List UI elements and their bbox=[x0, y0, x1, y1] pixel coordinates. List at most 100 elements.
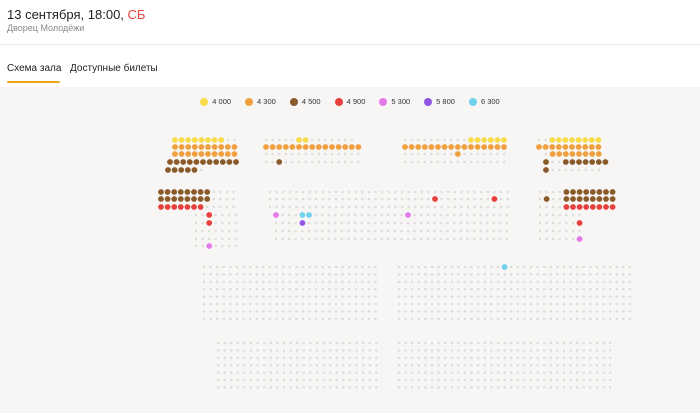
seat-available[interactable] bbox=[602, 159, 609, 165]
legend-item-4900[interactable]: 4 900 bbox=[334, 97, 365, 106]
seat-available[interactable] bbox=[570, 204, 576, 210]
seat-available[interactable] bbox=[178, 137, 185, 143]
seat-available[interactable] bbox=[173, 159, 180, 165]
seat-available[interactable] bbox=[276, 159, 283, 165]
legend-item-6300[interactable]: 6 300 bbox=[468, 97, 500, 106]
seat-available[interactable] bbox=[583, 196, 590, 202]
seat-available[interactable] bbox=[296, 144, 302, 150]
seat-available[interactable] bbox=[218, 151, 225, 157]
seat-available[interactable] bbox=[588, 144, 595, 150]
seat-available[interactable] bbox=[501, 137, 507, 143]
seat-available[interactable] bbox=[576, 151, 582, 157]
seat-available[interactable] bbox=[501, 144, 507, 150]
seat-available[interactable] bbox=[536, 144, 542, 150]
seat-available[interactable] bbox=[603, 196, 609, 202]
seat-available[interactable] bbox=[205, 144, 211, 150]
seat-available[interactable] bbox=[595, 151, 602, 157]
seat-available[interactable] bbox=[570, 196, 576, 202]
seat-available[interactable] bbox=[335, 144, 342, 150]
seat-available[interactable] bbox=[184, 189, 191, 195]
seat-available[interactable] bbox=[555, 144, 562, 150]
seat-available[interactable] bbox=[205, 137, 211, 143]
seat-available[interactable] bbox=[218, 144, 225, 150]
seat-available[interactable] bbox=[231, 151, 238, 157]
seat-available[interactable] bbox=[596, 196, 603, 202]
seat-available[interactable] bbox=[184, 196, 191, 202]
seat-available[interactable] bbox=[569, 137, 575, 143]
seat-available[interactable] bbox=[421, 144, 428, 150]
seat-available[interactable] bbox=[582, 159, 589, 165]
seat-available[interactable] bbox=[185, 144, 192, 150]
seat-available[interactable] bbox=[582, 151, 589, 157]
seat-available[interactable] bbox=[178, 167, 185, 173]
seat-available[interactable] bbox=[204, 189, 211, 195]
seat-available[interactable] bbox=[233, 159, 239, 165]
seat-available[interactable] bbox=[158, 189, 164, 195]
seat-available[interactable] bbox=[355, 144, 362, 150]
seat-available[interactable] bbox=[563, 189, 570, 195]
seat-available[interactable] bbox=[569, 144, 575, 150]
seat-available[interactable] bbox=[491, 196, 498, 202]
seat-available[interactable] bbox=[582, 144, 589, 150]
seat-available[interactable] bbox=[588, 137, 595, 143]
seat-available[interactable] bbox=[432, 196, 438, 202]
seat-available[interactable] bbox=[563, 196, 570, 202]
seat-available[interactable] bbox=[185, 137, 192, 143]
seat-available[interactable] bbox=[178, 144, 185, 150]
seat-available[interactable] bbox=[322, 144, 329, 150]
seat-available[interactable] bbox=[184, 204, 191, 210]
seat-available[interactable] bbox=[282, 144, 289, 150]
seat-available[interactable] bbox=[543, 159, 549, 165]
seat-available[interactable] bbox=[302, 144, 309, 150]
seat-available[interactable] bbox=[487, 144, 494, 150]
seat-available[interactable] bbox=[583, 204, 590, 210]
seat-available[interactable] bbox=[575, 144, 582, 150]
seat-available[interactable] bbox=[589, 189, 596, 195]
seat-available[interactable] bbox=[206, 220, 213, 226]
tab-hall-scheme[interactable]: Схема зала bbox=[7, 63, 62, 74]
seat-available[interactable] bbox=[158, 196, 164, 202]
seat-available[interactable] bbox=[309, 144, 316, 150]
seat-available[interactable] bbox=[296, 137, 302, 143]
seat-available[interactable] bbox=[191, 137, 198, 143]
seat-available[interactable] bbox=[415, 144, 422, 150]
seat-available[interactable] bbox=[501, 264, 508, 270]
seat-available[interactable] bbox=[184, 167, 191, 173]
seat-available[interactable] bbox=[178, 151, 185, 157]
seat-available[interactable] bbox=[191, 167, 198, 173]
seat-available[interactable] bbox=[402, 144, 408, 150]
seat-available[interactable] bbox=[193, 159, 200, 165]
seat-available[interactable] bbox=[563, 204, 570, 210]
seat-available[interactable] bbox=[468, 137, 474, 143]
seat-available[interactable] bbox=[576, 236, 583, 242]
seat-available[interactable] bbox=[206, 212, 213, 218]
seat-available[interactable] bbox=[576, 204, 583, 210]
seat-available[interactable] bbox=[306, 212, 312, 218]
seat-available[interactable] bbox=[589, 196, 596, 202]
seat-available[interactable] bbox=[172, 151, 178, 157]
seat-available[interactable] bbox=[299, 212, 306, 218]
seat-available[interactable] bbox=[172, 137, 178, 143]
seat-available[interactable] bbox=[198, 144, 205, 150]
seat-available[interactable] bbox=[273, 212, 279, 218]
seat-available[interactable] bbox=[481, 144, 488, 150]
seat-available[interactable] bbox=[569, 159, 576, 165]
seat-available[interactable] bbox=[299, 220, 306, 226]
seat-available[interactable] bbox=[219, 159, 226, 165]
seat-available[interactable] bbox=[171, 204, 178, 210]
seat-available[interactable] bbox=[555, 137, 562, 143]
legend-item-5800[interactable]: 5 800 bbox=[424, 97, 455, 106]
seat-available[interactable] bbox=[231, 144, 238, 150]
seat-available[interactable] bbox=[556, 151, 563, 157]
seat-available[interactable] bbox=[609, 204, 616, 210]
seat-available[interactable] bbox=[197, 204, 204, 210]
seat-available[interactable] bbox=[167, 159, 173, 165]
seat-available[interactable] bbox=[576, 220, 583, 226]
seat-available[interactable] bbox=[589, 204, 596, 210]
seat-available[interactable] bbox=[543, 167, 549, 173]
seat-available[interactable] bbox=[474, 144, 481, 150]
seat-available[interactable] bbox=[177, 189, 184, 195]
seat-available[interactable] bbox=[164, 196, 171, 202]
seat-available[interactable] bbox=[461, 144, 468, 150]
seat-available[interactable] bbox=[435, 144, 441, 150]
